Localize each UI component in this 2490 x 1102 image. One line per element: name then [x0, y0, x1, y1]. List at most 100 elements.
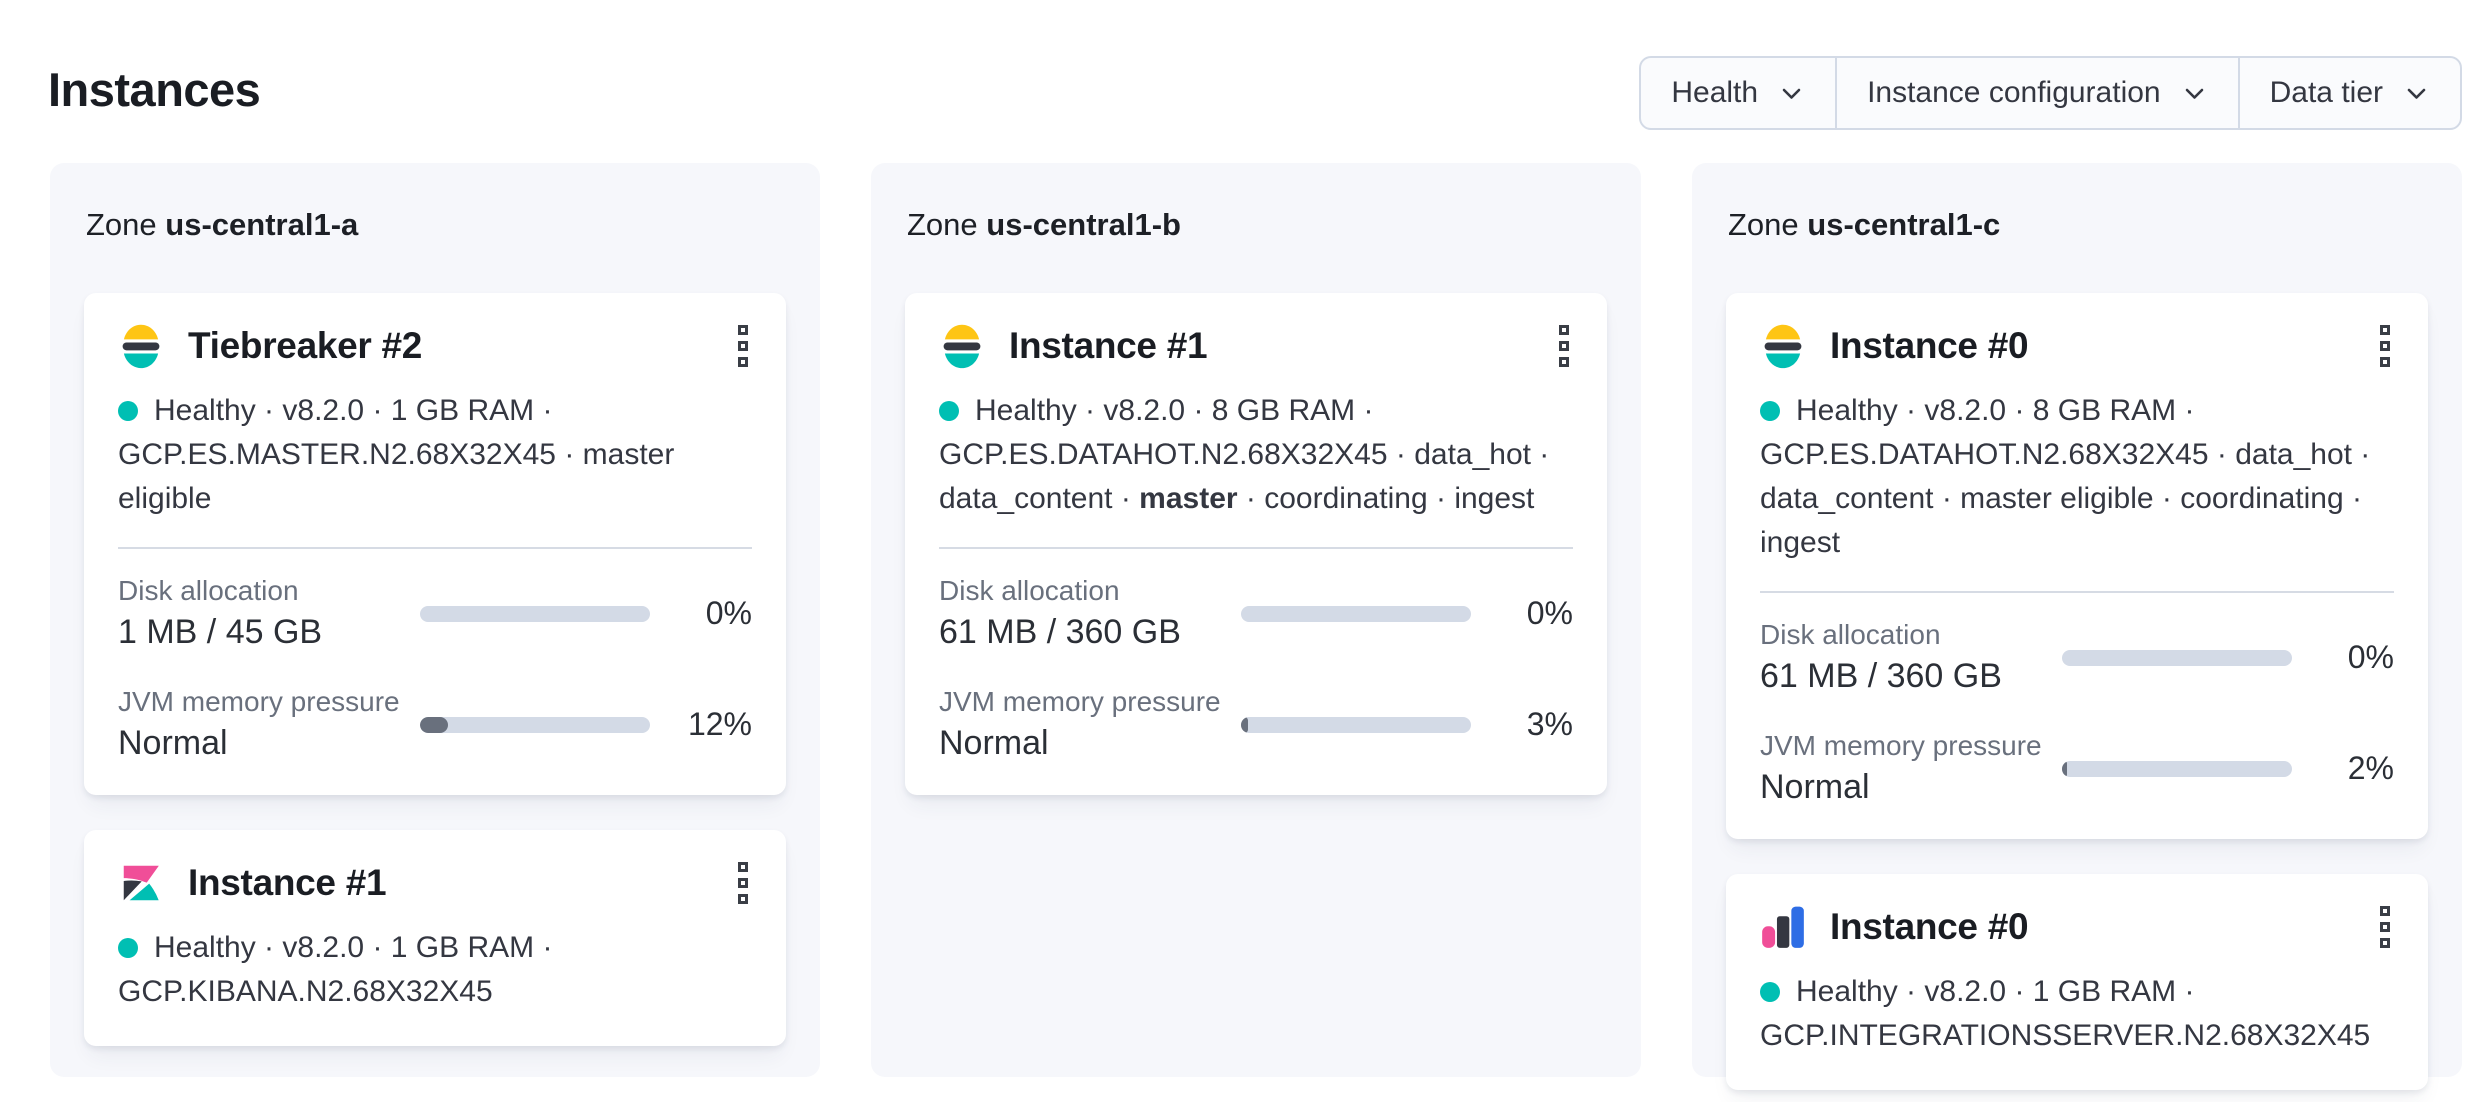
card-menu-button[interactable] [734, 858, 752, 908]
boxes-vertical-icon [1559, 325, 1569, 335]
health-dot-icon [118, 401, 138, 421]
status-line: GCP.ES.MASTER.N2.68X32X45 · master eligi… [118, 438, 675, 515]
card-title: Instance #0 [1830, 906, 2029, 947]
boxes-vertical-icon [738, 862, 748, 872]
meter-percent: 0% [1526, 595, 1573, 631]
filter-button-label: Health [1671, 76, 1759, 109]
status-line: Healthy · v8.2.0 · 1 GB RAM · [118, 389, 752, 433]
status-line: GCP.KIBANA.N2.68X32X45 [118, 975, 493, 1008]
instance-status: Healthy · v8.2.0 · 8 GB RAM · GCP.ES.DAT… [939, 389, 1573, 521]
card-title: Instance #1 [1009, 325, 1208, 366]
meter-percent: 2% [2347, 750, 2394, 786]
meter-label: Disk allocation [1760, 619, 1941, 650]
jvm-memory-pressure-meter: JVM memory pressure Normal 2% [1760, 730, 2394, 807]
health-dot-icon [1760, 401, 1780, 421]
status-line: data_content · master · coordinating · i… [939, 482, 1535, 515]
card-integrations-instance-0: Instance #0 Healthy · v8.2.0 · 1 GB RAM … [1726, 874, 2428, 1090]
boxes-vertical-icon [2380, 906, 2390, 916]
card-divider [1760, 591, 2394, 593]
meter-value: 61 MB / 360 GB [1760, 657, 2002, 695]
zone-label-prefix: Zone [1728, 207, 1799, 242]
meter-bar [420, 716, 650, 733]
status-line: Healthy · v8.2.0 · 1 GB RAM · [118, 926, 752, 970]
page-title: Instances [48, 63, 261, 116]
meter-value: Normal [939, 724, 1049, 762]
health-dot-icon [939, 401, 959, 421]
chevron-down-icon [2407, 88, 2426, 99]
status-line: GCP.ES.DATAHOT.N2.68X32X45 · data_hot · [939, 438, 1550, 471]
elasticsearch-logo-icon [943, 324, 981, 369]
card-divider [118, 547, 752, 549]
zone-panel-us-central1-a: Zone us-central1-a Tiebreaker #2 Healthy… [50, 163, 820, 1077]
instance-status: Healthy · v8.2.0 · 1 GB RAM · GCP.ES.MAS… [118, 389, 752, 521]
chevron-down-icon [1782, 88, 1801, 99]
chevron-down-icon [2185, 88, 2203, 99]
instance-status: Healthy · v8.2.0 · 8 GB RAM · GCP.ES.DAT… [1760, 389, 2394, 565]
meter-percent: 12% [687, 706, 752, 742]
zone-panel-us-central1-b: Zone us-central1-b Instance #1 Healthy ·… [871, 163, 1641, 1077]
meter-label: Disk allocation [939, 575, 1120, 606]
zone-label-prefix: Zone [907, 207, 978, 242]
meter-fill [2062, 760, 2067, 777]
card-divider [939, 547, 1573, 549]
boxes-vertical-icon [2380, 325, 2390, 335]
elasticsearch-logo-icon [1764, 324, 1802, 369]
instance-status: Healthy · v8.2.0 · 1 GB RAM · GCP.INTEGR… [1760, 970, 2394, 1058]
meter-percent: 0% [2347, 639, 2394, 675]
filter-button-data-tier[interactable]: Data tier [2240, 58, 2460, 128]
disk-allocation-meter: Disk allocation 61 MB / 360 GB 0% [939, 575, 1573, 652]
card-title: Tiebreaker #2 [188, 325, 423, 366]
health-dot-icon [118, 938, 138, 958]
meter-label: Disk allocation [118, 575, 299, 606]
elasticsearch-logo-icon [122, 324, 160, 369]
meter-label: JVM memory pressure [939, 686, 1221, 717]
boxes-vertical-icon [738, 325, 748, 335]
filter-button-label: Data tier [2269, 76, 2383, 109]
card-title: Instance #0 [1830, 325, 2029, 366]
card-menu-button[interactable] [1555, 321, 1573, 371]
meter-percent: 3% [1526, 706, 1573, 742]
zone-name: us-central1-c [1807, 207, 2001, 242]
meter-value: 61 MB / 360 GB [939, 613, 1181, 651]
filter-button-health[interactable]: Health [1641, 58, 1838, 128]
zones-container: Zone us-central1-a Tiebreaker #2 Healthy… [50, 163, 2462, 1090]
status-line: GCP.INTEGRATIONSSERVER.N2.68X32X45 [1760, 1019, 2371, 1052]
meter-value: Normal [118, 724, 228, 762]
meter-percent: 0% [705, 595, 752, 631]
integrations-server-logo-icon [1762, 906, 1804, 948]
meter-label: JVM memory pressure [118, 686, 400, 717]
filter-group: Health Instance configuration Data tier [1639, 56, 2462, 130]
filter-button-instance-configuration[interactable]: Instance configuration [1837, 58, 2240, 128]
zone-name: us-central1-b [986, 207, 1181, 242]
zone-label-prefix: Zone [86, 207, 157, 242]
meter-fill [1241, 716, 1248, 733]
status-line: Healthy · v8.2.0 · 8 GB RAM · [939, 389, 1573, 433]
meter-bar [1241, 716, 1471, 733]
card-menu-button[interactable] [734, 321, 752, 371]
health-dot-icon [1760, 982, 1780, 1002]
zone-label: Zone us-central1-c [1728, 207, 2428, 243]
status-line: data_content · master eligible · coordin… [1760, 482, 2362, 559]
meter-label: JVM memory pressure [1760, 730, 2042, 761]
disk-allocation-meter: Disk allocation 1 MB / 45 GB 0% [118, 575, 752, 652]
status-line: GCP.ES.DATAHOT.N2.68X32X45 · data_hot · [1760, 438, 2371, 471]
instance-status: Healthy · v8.2.0 · 1 GB RAM · GCP.KIBANA… [118, 926, 752, 1014]
card-es-instance-1: Instance #1 Healthy · v8.2.0 · 8 GB RAM … [905, 293, 1607, 795]
meter-value: Normal [1760, 768, 1870, 806]
card-menu-button[interactable] [2376, 902, 2394, 952]
card-es-instance-0: Instance #0 Healthy · v8.2.0 · 8 GB RAM … [1726, 293, 2428, 839]
jvm-memory-pressure-meter: JVM memory pressure Normal 3% [939, 686, 1573, 763]
meter-bar [2062, 649, 2292, 666]
zone-label: Zone us-central1-b [907, 207, 1607, 243]
filter-button-label: Instance configuration [1867, 76, 2161, 109]
meter-bar [2062, 760, 2292, 777]
status-line: Healthy · v8.2.0 · 1 GB RAM · [1760, 970, 2394, 1014]
card-kibana-instance-1: Instance #1 Healthy · v8.2.0 · 1 GB RAM … [84, 830, 786, 1046]
card-title: Instance #1 [188, 862, 387, 903]
zone-label: Zone us-central1-a [86, 207, 786, 243]
meter-fill [420, 716, 448, 733]
meter-bar [1241, 605, 1471, 622]
card-menu-button[interactable] [2376, 321, 2394, 371]
kibana-logo-icon [123, 865, 159, 901]
zone-name: us-central1-a [165, 207, 359, 242]
